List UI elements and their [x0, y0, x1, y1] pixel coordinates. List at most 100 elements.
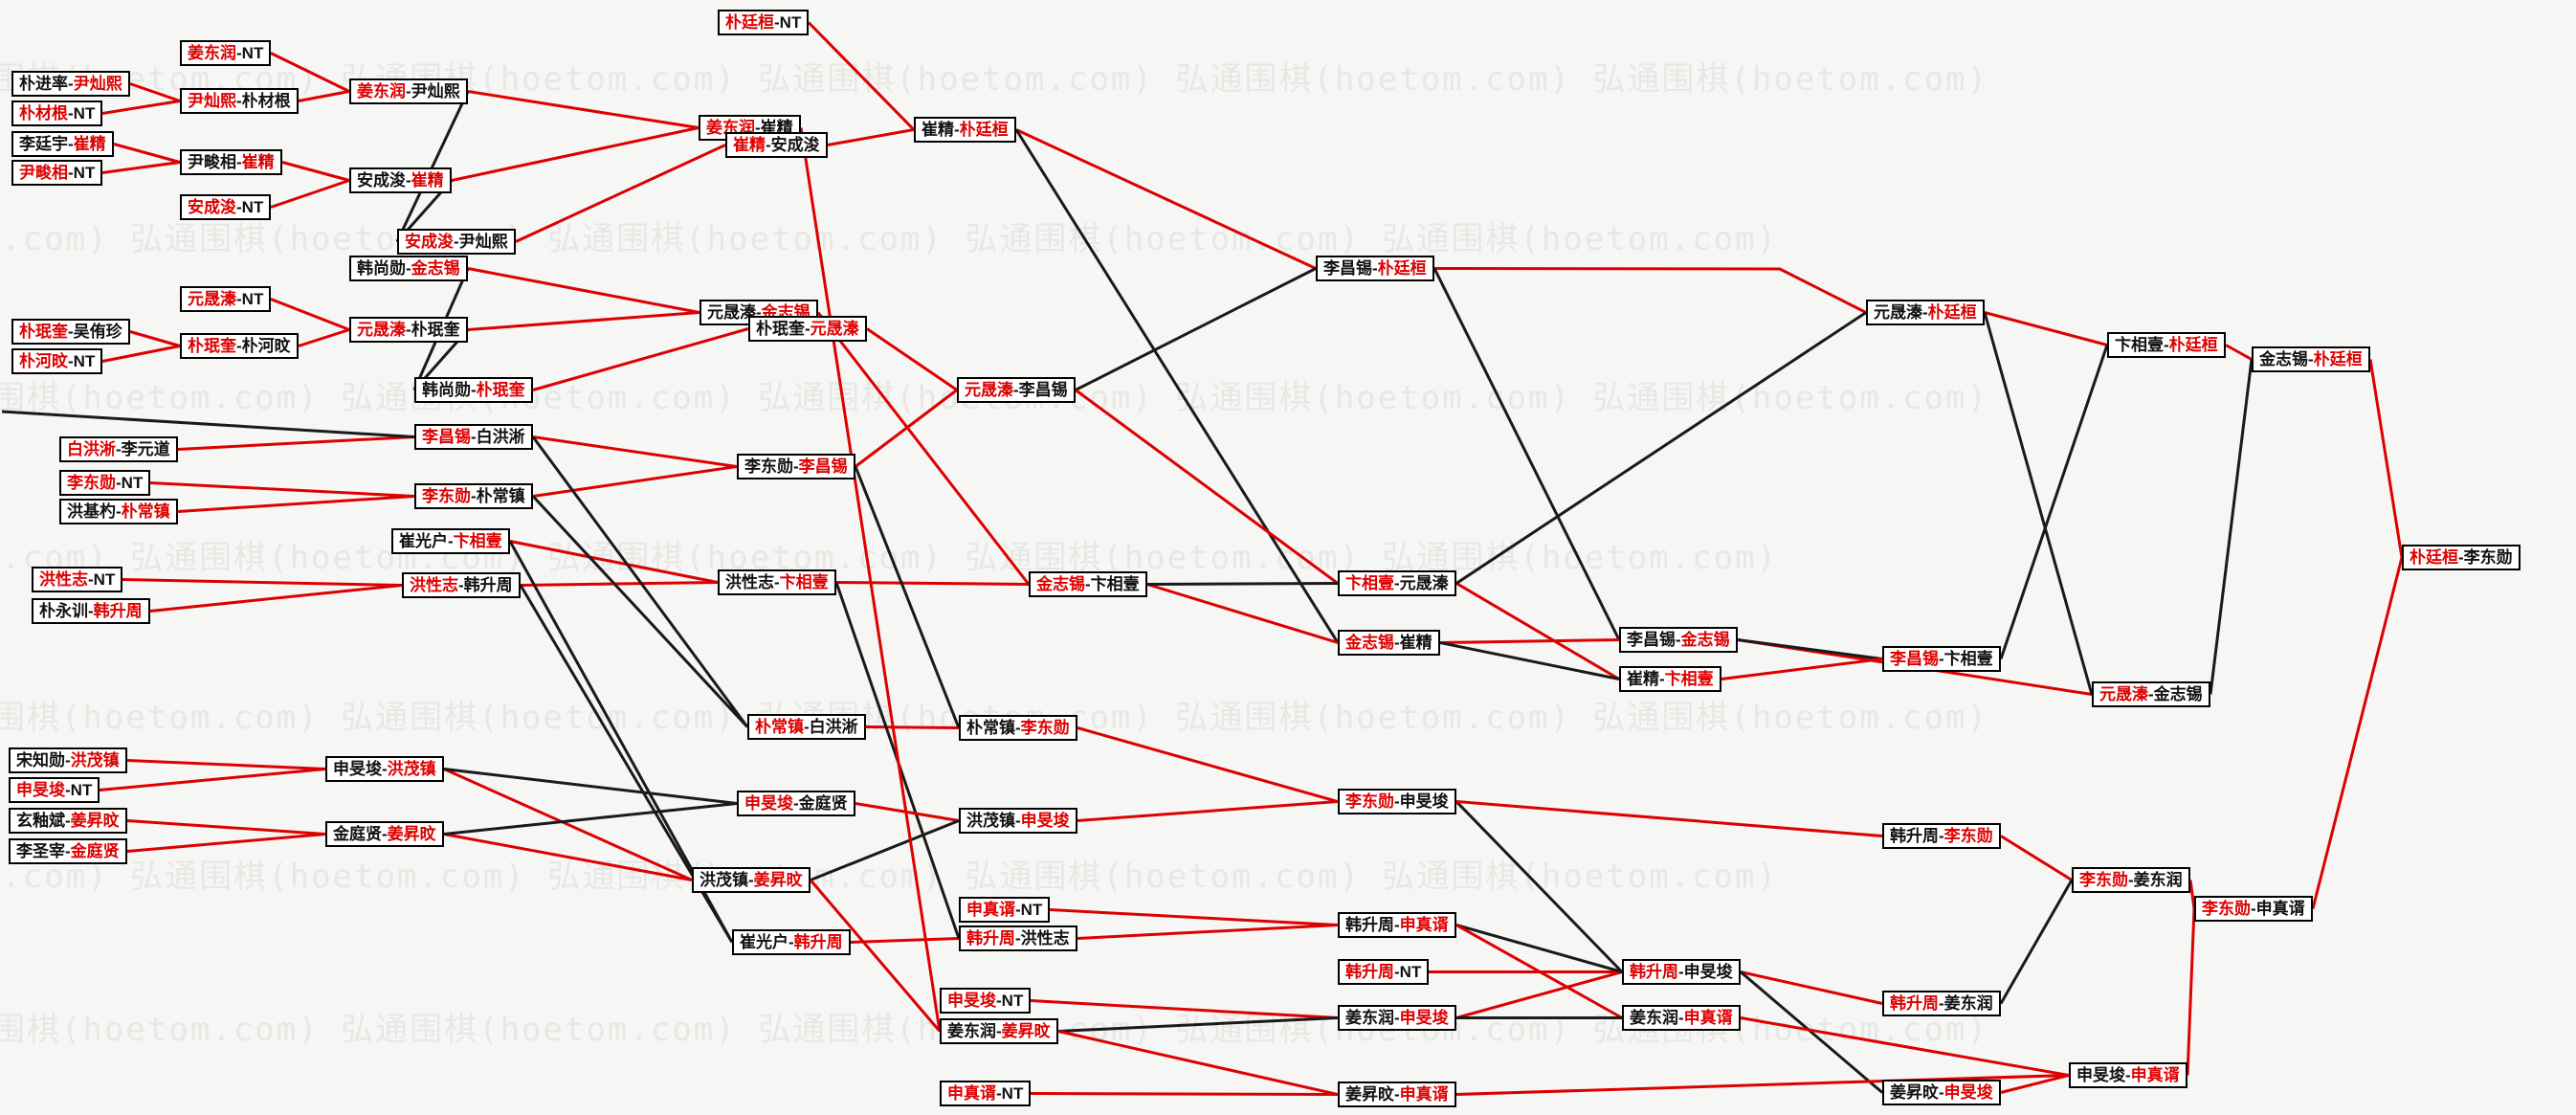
match-box: 李廷宇-崔精 [11, 131, 114, 157]
winner-line [177, 495, 415, 513]
separator: - [68, 164, 74, 182]
player-name: 朴材根 [241, 92, 291, 110]
match-box: 韩升周-李东勋 [1882, 823, 2001, 849]
loser-line [1983, 312, 2094, 695]
match-box: 朴常镇-白洪淅 [747, 714, 866, 740]
loser-line [1014, 128, 1340, 644]
loser-line [1, 410, 415, 438]
separator: - [1939, 827, 1944, 845]
player-name: 韩升周 [1890, 994, 1939, 1013]
separator: - [2308, 350, 2314, 368]
match-box: 韩升周-姜东润 [1882, 991, 2001, 1016]
separator: - [2148, 685, 2154, 703]
loser-line [1075, 267, 1317, 391]
winner-line [1455, 800, 1883, 837]
player-name: 朴廷桓 [2409, 548, 2458, 567]
winner-line [1030, 999, 1339, 1019]
loser-line [1432, 267, 1621, 641]
player-name: 安成浚 [770, 136, 820, 154]
loser-line [1740, 970, 1883, 1094]
winner-line [1984, 311, 2108, 346]
match-box: 李昌锡-朴廷桓 [1316, 256, 1434, 281]
match-box: 安成浚-尹灿熙 [397, 229, 516, 255]
player-name: 朴永训 [39, 602, 88, 620]
player-name: 李昌锡 [1323, 259, 1372, 278]
player-name: 朴珉奎 [188, 337, 236, 355]
winner-line [149, 584, 403, 613]
separator: - [748, 871, 754, 889]
separator: - [116, 502, 122, 521]
player-name: 卞相壹 [1090, 575, 1140, 593]
separator: - [68, 75, 74, 93]
winner-line [101, 100, 181, 115]
player-name: 安成浚 [188, 198, 236, 216]
separator: - [1939, 650, 1944, 668]
match-box: 姜东润-姜昇旼 [940, 1018, 1058, 1044]
winner-line [809, 879, 942, 1033]
match-box: 韩升周-申真谞 [1338, 912, 1456, 938]
player-name: 李东勋 [1020, 719, 1070, 737]
match-box: 宋知勋-洪茂镇 [9, 747, 127, 773]
match-box: 金志锡-朴廷桓 [2252, 346, 2370, 372]
player-name: 金志锡 [411, 259, 460, 278]
match-box: 朴材根-NT [11, 100, 103, 126]
player-name: 姜昇旼 [1345, 1085, 1394, 1104]
player-name: 朴河旼 [19, 352, 68, 370]
player-name: 元晟溱 [2099, 685, 2148, 703]
match-box: 申旻埈-NT [9, 777, 100, 803]
match-box: 崔精-卞相壹 [1619, 666, 1721, 692]
match-box: 李东勋-NT [59, 470, 151, 496]
player-name: 李昌锡 [1627, 631, 1676, 649]
player-name: 朴廷桓 [1377, 259, 1427, 278]
winner-line [149, 481, 415, 498]
player-name: 吴侑珍 [73, 323, 122, 341]
player-name: 崔精 [73, 135, 106, 153]
winner-line [816, 311, 1031, 586]
loser-line [1737, 638, 1883, 660]
player-name: 崔精 [1399, 634, 1432, 652]
separator: - [236, 290, 242, 308]
player-name: 李昌锡 [1018, 381, 1068, 399]
match-box: 卞相壹-朴廷桓 [2107, 332, 2226, 358]
winner-line [509, 540, 719, 584]
loser-line [1999, 345, 2109, 659]
player-name: 朴廷桓 [1927, 303, 1977, 322]
match-box: 元晟溱-朴珉奎 [349, 317, 468, 343]
player-name: 洪基杓 [67, 502, 116, 521]
player-name: 申旻埈 [1683, 963, 1733, 981]
match-box: 李东勋-姜东润 [2072, 867, 2190, 893]
match-box: 申真谞-NT [959, 897, 1051, 923]
match-box: 李东勋-申旻埈 [1338, 789, 1456, 814]
match-box: 尹畯相-崔精 [180, 149, 282, 175]
player-name: 申旻埈 [333, 760, 382, 778]
player-name: 尹畯相 [19, 164, 68, 182]
separator: - [68, 323, 74, 341]
player-name: 洪茂镇 [966, 812, 1015, 830]
winner-line [101, 345, 181, 363]
match-box: 韩尚勋-金志锡 [349, 256, 468, 281]
player-name: 申旻埈 [1020, 812, 1070, 830]
match-box: 白洪淅-李元道 [59, 436, 178, 462]
player-name: 洪性志 [39, 570, 88, 589]
player-name: NT [779, 13, 802, 32]
winner-line [99, 768, 326, 792]
winner-line [1455, 1074, 2070, 1096]
player-name: 金志锡 [2153, 685, 2203, 703]
separator: - [805, 320, 811, 338]
winner-line [2368, 359, 2404, 558]
separator: - [448, 532, 454, 550]
winner-line [1146, 583, 1339, 644]
separator: - [2458, 548, 2464, 567]
winner-line [866, 327, 958, 391]
player-name: 尹灿熙 [458, 233, 508, 251]
separator: - [2128, 871, 2134, 889]
player-name: 卞相壹 [1943, 650, 1993, 668]
player-name: 李东勋 [2202, 900, 2251, 918]
winner-line [2000, 835, 2073, 881]
match-box: 韩尚勋-朴珉奎 [414, 377, 533, 403]
winner-line [1455, 582, 1620, 680]
match-box: 姜昇旼-申旻埈 [1882, 1080, 2001, 1105]
player-name: 姜东润 [947, 1022, 996, 1040]
player-name: 李昌锡 [1890, 650, 1939, 668]
match-box: 元晟溱-金志锡 [2092, 681, 2210, 707]
